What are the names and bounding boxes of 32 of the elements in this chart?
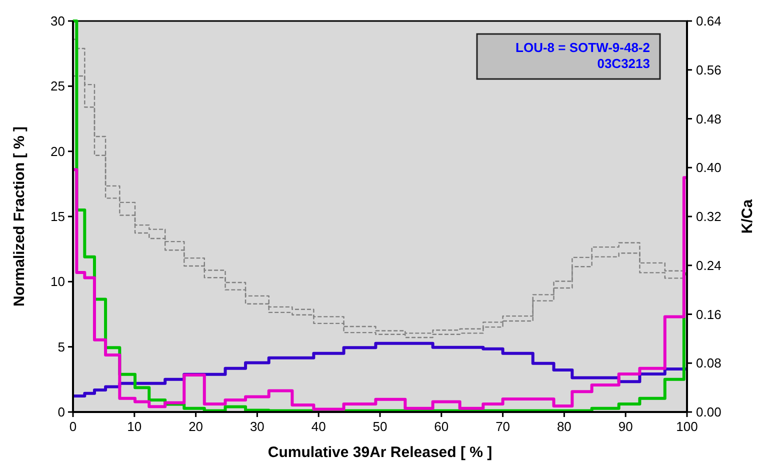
x-tick-label: 10 [127, 419, 142, 434]
y-tick-label: 15 [50, 209, 65, 224]
y-tick-label: 10 [50, 274, 65, 290]
x-tick-label: 0 [69, 419, 77, 434]
y2-tick-label: 0.48 [696, 111, 722, 126]
x-tick-label: 100 [676, 419, 698, 434]
y-tick-label: 30 [50, 14, 65, 29]
y-tick-label: 25 [50, 78, 65, 94]
x-tick-label: 20 [188, 419, 204, 434]
x-tick-label: 40 [311, 419, 326, 434]
y-axis-title: Normalized Fraction [ % ] [11, 126, 28, 307]
y2-axis-title: K/Ca [739, 198, 756, 234]
x-tick-label: 30 [250, 419, 264, 434]
x-tick-label: 60 [434, 419, 449, 434]
y-tick-label: 0 [58, 404, 65, 420]
y2-tick-label: 0.56 [696, 62, 722, 78]
y2-tick-label: 0.24 [696, 258, 722, 273]
x-axis-title: Cumulative 39Ar Released [ % ] [268, 444, 492, 461]
annotation: LOU-8 = SOTW-9-48-2 03C3213 [516, 40, 650, 71]
x-tick-label: 50 [372, 419, 388, 434]
x-tick-label: 70 [496, 419, 510, 434]
y-tick-label: 20 [50, 144, 65, 159]
y2-tick-label: 0.40 [696, 160, 722, 176]
y-tick-label: 5 [58, 339, 65, 354]
label-box: LOU-8 = SOTW-9-48-2 03C3213 [476, 33, 661, 80]
y2-tick-label: 0.08 [696, 356, 722, 371]
y2-tick-label: 0.00 [696, 404, 722, 420]
x-tick-label: 90 [618, 419, 633, 434]
y2-tick-label: 0.32 [696, 209, 722, 224]
y2-tick-label: 0.16 [696, 306, 722, 322]
x-tick-label: 80 [556, 419, 572, 434]
y2-tick-label: 0.64 [696, 14, 722, 29]
